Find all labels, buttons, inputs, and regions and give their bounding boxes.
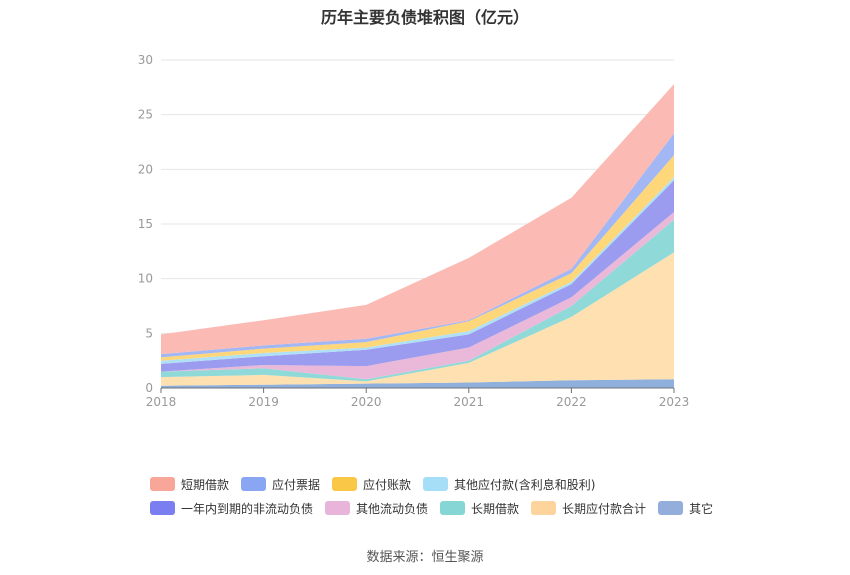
legend-item[interactable]: 长期借款 bbox=[440, 500, 519, 517]
x-tick-label: 2021 bbox=[454, 395, 485, 409]
legend-item[interactable]: 短期借款 bbox=[150, 476, 229, 493]
legend-label: 其他流动负债 bbox=[356, 501, 429, 516]
legend-row: 短期借款 应付票据 应付账款 其他应付款(含利息和股利) bbox=[150, 472, 790, 496]
y-tick-label: 30 bbox=[138, 53, 153, 67]
legend-label: 短期借款 bbox=[181, 477, 230, 492]
y-tick-label: 15 bbox=[138, 217, 153, 231]
y-tick-label: 25 bbox=[138, 108, 153, 122]
area-series bbox=[161, 379, 674, 388]
legend-item[interactable]: 长期应付款合计 bbox=[531, 500, 646, 517]
legend-label: 其他应付款(含利息和股利) bbox=[454, 477, 596, 492]
legend-item[interactable]: 应付票据 bbox=[241, 476, 320, 493]
legend-label: 其它 bbox=[689, 501, 714, 516]
legend-label: 长期应付款合计 bbox=[562, 501, 647, 516]
legend: 短期借款 应付票据 应付账款 其他应付款(含利息和股利) 一年内到期的非流动负债 其他流动… bbox=[150, 472, 790, 520]
legend-item[interactable]: 其他流动负债 bbox=[325, 500, 428, 517]
legend-swatch bbox=[241, 477, 267, 491]
legend-item[interactable]: 应付账款 bbox=[332, 476, 411, 493]
legend-swatch bbox=[332, 477, 358, 491]
y-tick-label: 10 bbox=[138, 272, 153, 286]
legend-item[interactable]: 一年内到期的非流动负债 bbox=[150, 500, 313, 517]
legend-swatch bbox=[531, 501, 557, 515]
legend-row: 一年内到期的非流动负债 其他流动负债 长期借款 长期应付款合计 其它 bbox=[150, 496, 790, 520]
y-tick-label: 5 bbox=[145, 326, 153, 340]
legend-item[interactable]: 其他应付款(含利息和股利) bbox=[423, 476, 595, 493]
x-tick-label: 2020 bbox=[351, 395, 382, 409]
legend-label: 应付账款 bbox=[363, 477, 412, 492]
x-tick-label: 2019 bbox=[248, 395, 279, 409]
legend-label: 长期借款 bbox=[471, 501, 520, 516]
legend-item[interactable]: 其它 bbox=[658, 500, 713, 517]
x-tick-label: 2018 bbox=[146, 395, 177, 409]
data-source: 数据来源：恒生聚源 bbox=[366, 550, 484, 565]
area-series bbox=[161, 84, 674, 355]
legend-swatch bbox=[658, 501, 684, 515]
legend-label: 应付票据 bbox=[272, 477, 321, 492]
x-tick-label: 2023 bbox=[659, 395, 690, 409]
x-tick-label: 2022 bbox=[556, 395, 587, 409]
legend-swatch bbox=[440, 501, 466, 515]
chart-title: 历年主要负债堆积图（亿元） bbox=[320, 8, 529, 27]
y-tick-label: 20 bbox=[138, 162, 153, 176]
legend-label: 一年内到期的非流动负债 bbox=[181, 501, 314, 516]
legend-swatch bbox=[150, 477, 175, 491]
y-tick-label: 0 bbox=[145, 381, 153, 395]
legend-swatch bbox=[423, 477, 449, 491]
legend-swatch bbox=[150, 501, 175, 515]
legend-swatch bbox=[325, 501, 351, 515]
area-series bbox=[161, 252, 674, 386]
